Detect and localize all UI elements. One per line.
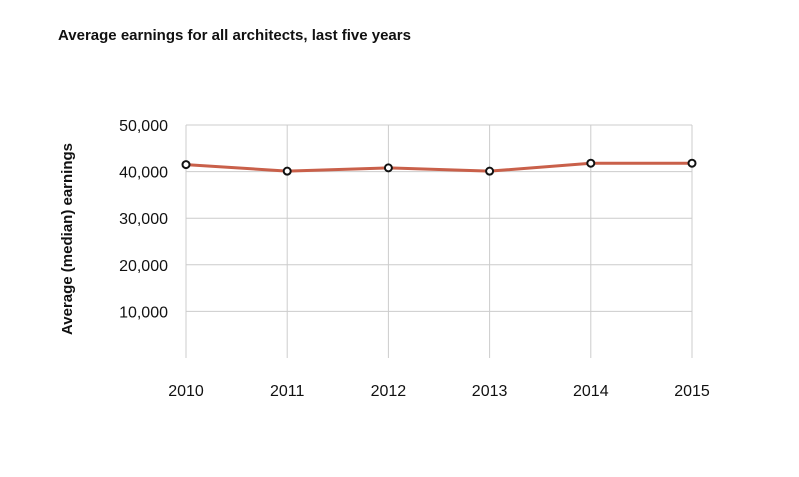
y-tick-label: 10,000 bbox=[119, 304, 168, 321]
series-lines bbox=[184, 161, 694, 173]
y-tick-label: 20,000 bbox=[119, 258, 168, 275]
grid-lines bbox=[185, 124, 693, 358]
y-axis-title: Average (median) earnings bbox=[59, 143, 76, 335]
series-line bbox=[184, 161, 694, 173]
chart-title: Average earnings for all architects, las… bbox=[58, 27, 411, 44]
x-tick-labels: 2010 2011 2012 2013 2014 2015 bbox=[168, 383, 710, 400]
y-tick-label: 30,000 bbox=[119, 211, 168, 228]
data-point bbox=[181, 160, 191, 170]
data-point bbox=[383, 163, 393, 173]
y-tick-label: 50,000 bbox=[119, 118, 168, 135]
y-tick-label: 40,000 bbox=[119, 165, 168, 182]
x-tick-label: 2012 bbox=[371, 383, 407, 400]
x-tick-label: 2010 bbox=[168, 383, 204, 400]
y-tick-labels: 10,000 20,000 30,000 40,000 50,000 bbox=[119, 118, 168, 321]
data-point bbox=[282, 166, 292, 176]
data-point bbox=[485, 166, 495, 176]
x-tick-label: 2015 bbox=[674, 383, 710, 400]
data-point bbox=[687, 158, 697, 168]
x-tick-label: 2011 bbox=[270, 383, 305, 400]
data-points bbox=[181, 158, 697, 176]
data-point bbox=[586, 158, 596, 168]
x-tick-label: 2013 bbox=[472, 383, 508, 400]
x-tick-label: 2014 bbox=[573, 383, 609, 400]
